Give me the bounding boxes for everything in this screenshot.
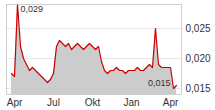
svg-text:Apr: Apr [7,97,23,108]
svg-text:0,029: 0,029 [21,4,44,14]
svg-text:0,015: 0,015 [148,78,171,88]
svg-text:0,020: 0,020 [186,53,211,64]
svg-text:Jul: Jul [47,97,60,108]
svg-text:Apr: Apr [163,97,179,108]
svg-text:0,025: 0,025 [186,23,211,34]
svg-text:Jan: Jan [123,97,139,108]
svg-text:0,015: 0,015 [186,83,211,94]
svg-text:Okt: Okt [85,97,101,108]
